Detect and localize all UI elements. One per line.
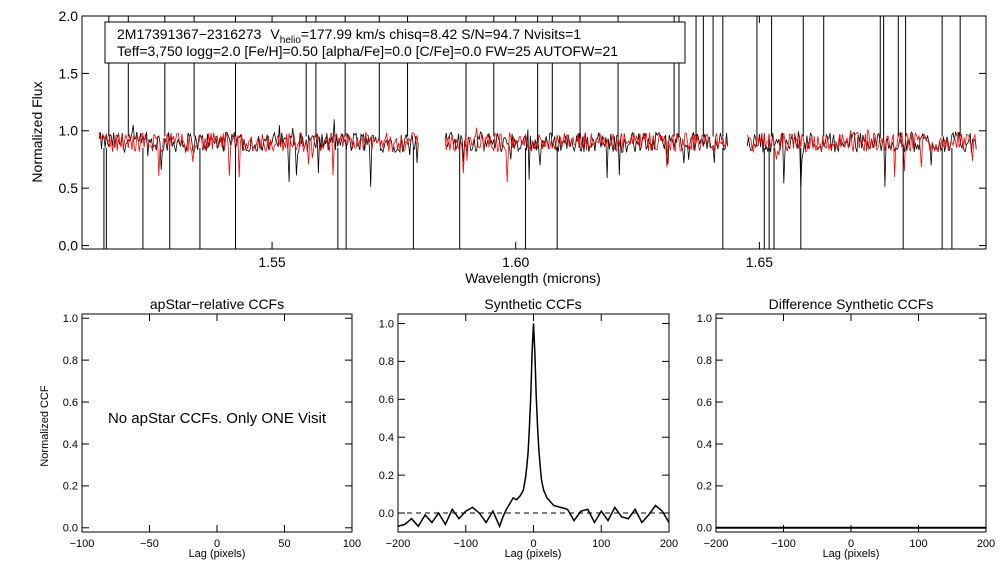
difference-x-label: Lag (pixels) xyxy=(823,548,880,560)
apstar-ytick-label: 1.0 xyxy=(63,313,78,325)
apstar-xtick-label: −50 xyxy=(140,538,159,550)
apstar-y-label: Normalized CCF xyxy=(39,385,51,467)
synthetic-ccf-panel: −200 −100 0 100 200 0.0 0.2 0.4 0.6 0.8 1.0 Synthe… xyxy=(379,296,678,560)
apstar-ytick-label: 0.4 xyxy=(63,439,78,451)
synthetic-xtick-label: 0 xyxy=(530,538,536,550)
spectrum-ytick-label: 1.5 xyxy=(59,65,79,81)
info-line-1: 2M17391367−2316273 Vhelio=177.99 km/s chi… xyxy=(117,26,581,46)
vhelio-stats: =177.99 km/s chisq=8.42 S/N=94.7 Nvisits… xyxy=(301,26,581,42)
apstar-message: No apStar CCFs. Only ONE Visit xyxy=(108,410,327,427)
spectrum-info-box: 2M17391367−2316273 Vhelio=177.99 km/s chi… xyxy=(104,21,686,64)
difference-xtick-label: 0 xyxy=(848,538,854,550)
spectrum-xtick-label: 1.55 xyxy=(258,254,285,270)
apstar-ytick-label: 0.2 xyxy=(63,481,78,493)
info-line-2: Teff=3,750 logg=2.0 [Fe/H]=0.50 [alpha/F… xyxy=(117,43,618,59)
synthetic-ytick-label: 0.2 xyxy=(379,470,394,482)
synthetic-ccf-line xyxy=(398,323,669,529)
difference-xtick-label: 200 xyxy=(977,538,995,550)
synthetic-ytick-label: 0.8 xyxy=(379,356,394,368)
spectrum-series-synthetic-chip2 xyxy=(444,127,729,183)
spectrum-panel: 1.55 1.60 1.65 0.0 0.5 1.0 1.5 2.0 2M17391367−2… xyxy=(29,8,987,286)
spectrum-ytick-label: 2.0 xyxy=(59,8,79,24)
synthetic-axes: −200 −100 0 100 200 0.0 0.2 0.4 0.6 0.8 1.0 xyxy=(379,314,678,550)
difference-axes: −200 −100 0 100 200 0.0 0.2 0.4 0.6 0.8 1.0 xyxy=(697,313,995,550)
apstar-ytick-label: 0.8 xyxy=(63,355,78,367)
spectrum-y-label: Normalized Flux xyxy=(29,81,45,182)
spectrum-series-synthetic-chip3 xyxy=(746,129,977,178)
synthetic-plot-area xyxy=(398,323,669,529)
difference-xtick-label: −100 xyxy=(771,538,796,550)
spectrum-series-observed-chip1 xyxy=(98,119,419,187)
difference-ytick-label: 0.0 xyxy=(697,523,712,535)
apstar-title: apStar−relative CCFs xyxy=(150,296,284,312)
difference-ytick-label: 1.0 xyxy=(697,313,712,325)
synthetic-ytick-label: 0.4 xyxy=(379,432,394,444)
apstar-ccf-panel: −100 −50 0 50 100 0.0 0.2 0.4 0.6 0.8 1.0 apStar−r… xyxy=(39,296,361,560)
synthetic-ytick-label: 0.0 xyxy=(379,508,394,520)
synthetic-frame xyxy=(397,313,670,533)
star-id: 2M17391367−2316273 xyxy=(117,26,262,42)
spectrum-xtick-label: 1.60 xyxy=(502,254,529,270)
apstar-xtick-label: −100 xyxy=(70,538,95,550)
difference-title: Difference Synthetic CCFs xyxy=(769,296,934,312)
vhelio-subscript: helio xyxy=(280,35,302,46)
synthetic-ytick-label: 0.6 xyxy=(379,394,394,406)
apstar-x-label: Lag (pixels) xyxy=(189,548,246,560)
spectrum-x-label: Wavelength (microns) xyxy=(465,270,601,286)
apstar-ytick-label: 0.0 xyxy=(63,523,78,535)
apstar-xtick-label: 100 xyxy=(343,538,361,550)
apstar-xtick-label: 50 xyxy=(278,538,290,550)
spectrum-series-observed-chip3 xyxy=(746,130,977,188)
difference-xtick-label: 100 xyxy=(909,538,927,550)
difference-xtick-label: −200 xyxy=(704,538,729,550)
difference-ytick-label: 0.4 xyxy=(697,439,712,451)
apstar-axes: −100 −50 0 50 100 0.0 0.2 0.4 0.6 0.8 1.0 xyxy=(63,313,361,550)
synthetic-xtick-label: 200 xyxy=(660,538,678,550)
spectrum-frame xyxy=(81,15,987,250)
spectrum-series-observed-chip2 xyxy=(444,129,729,180)
info-box-frame xyxy=(104,21,686,64)
synthetic-xtick-label: 100 xyxy=(592,538,610,550)
difference-ytick-label: 0.8 xyxy=(697,355,712,367)
spectrum-series-synthetic-chip1 xyxy=(98,130,419,178)
apstar-ytick-label: 0.6 xyxy=(63,397,78,409)
apstar-xtick-label: 0 xyxy=(214,538,220,550)
synthetic-xtick-label: −100 xyxy=(453,538,478,550)
spectrum-ytick-label: 0.5 xyxy=(59,180,79,196)
synthetic-x-label: Lag (pixels) xyxy=(505,548,562,560)
spectrum-xtick-label: 1.65 xyxy=(746,254,773,270)
difference-ytick-label: 0.2 xyxy=(697,481,712,493)
spectrum-ytick-label: 0.0 xyxy=(59,237,79,253)
vhelio-symbol: V xyxy=(270,26,280,42)
synthetic-xtick-label: −200 xyxy=(386,538,411,550)
spectrum-ytick-label: 1.0 xyxy=(59,123,79,139)
synthetic-title: Synthetic CCFs xyxy=(484,296,581,312)
synthetic-ytick-label: 1.0 xyxy=(379,318,394,330)
difference-ytick-label: 0.6 xyxy=(697,397,712,409)
difference-frame xyxy=(715,313,987,533)
difference-ccf-panel: −200 −100 0 100 200 0.0 0.2 0.4 0.6 0.8 1.0 Differ… xyxy=(697,296,995,560)
spectrum-axes: 1.55 1.60 1.65 0.0 0.5 1.0 1.5 2.0 xyxy=(59,8,986,270)
